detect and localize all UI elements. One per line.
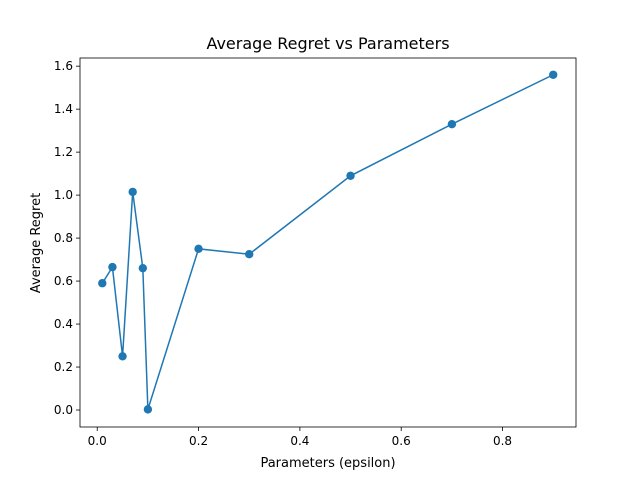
data-point [245, 250, 254, 259]
y-tick-label: 1.6 [54, 59, 73, 73]
y-tick-label: 0.6 [54, 274, 73, 288]
x-tick-label: 0.2 [189, 434, 208, 448]
data-point [194, 244, 203, 254]
data-point [98, 279, 107, 288]
y-tick-label: 1.4 [54, 102, 73, 116]
data-point [108, 262, 117, 272]
x-tick-label: 0.6 [392, 434, 411, 448]
y-tick-label: 0.4 [54, 317, 73, 331]
x-tick-label: 0.0 [88, 434, 107, 448]
x-tick-label: 0.8 [493, 434, 512, 448]
chart-title: Average Regret vs Parameters [206, 34, 449, 53]
data-point [346, 171, 355, 180]
data-point [138, 263, 148, 273]
x-tick-label: 0.4 [290, 434, 309, 448]
data-point [549, 70, 558, 79]
plot-frame [79, 57, 577, 428]
data-point [118, 352, 127, 361]
data-point [128, 187, 137, 197]
data-point [447, 119, 457, 129]
y-tick-label: 1.0 [54, 188, 73, 202]
y-tick-label: 0.8 [54, 231, 73, 245]
x-axis-label: Parameters (epsilon) [260, 456, 395, 471]
y-tick-label: 0.0 [54, 403, 73, 417]
y-axis-label: Average Regret [29, 193, 44, 293]
plot-area: 0.0 0.2 0.4 0.6 0.8 0.0 0.2 0.4 0.6 0.8 1.0 1.2 1.4 1… [54, 57, 577, 448]
data-point [143, 405, 153, 414]
y-tick-label: 1.2 [54, 145, 73, 159]
y-tick-label: 0.2 [54, 360, 73, 374]
series-line [101, 74, 554, 410]
